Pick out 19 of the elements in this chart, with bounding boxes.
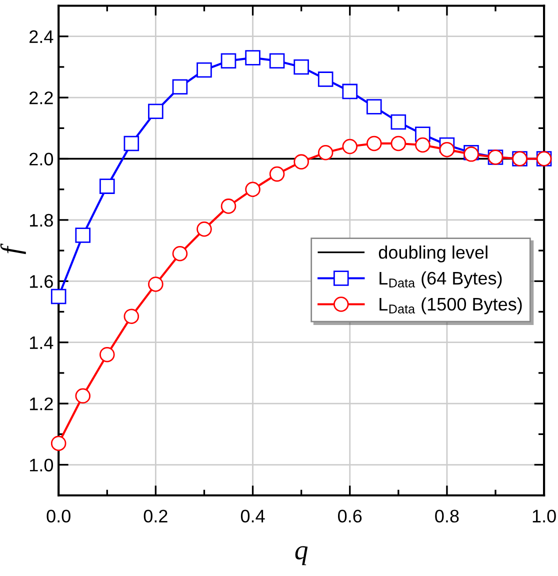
x-tick-label: 0.4 <box>240 510 265 523</box>
y-tick-label: 2.4 <box>30 30 54 43</box>
legend-label: L$_{Data}$ (1500 Bytes) <box>380 297 522 314</box>
legend-label: doubling level <box>378 246 488 262</box>
x-tick-label: 0.2 <box>144 510 168 523</box>
x-tick-label: 0.8 <box>435 510 459 523</box>
x-tick-label: 0.6 <box>338 510 362 523</box>
y-tick-label: 1.4 <box>30 336 54 349</box>
y-tick-label: 1.2 <box>30 397 53 410</box>
y-tick-label: 2.0 <box>30 152 54 166</box>
x-axis-title: q <box>295 546 308 566</box>
y-tick-label: 1.8 <box>30 214 53 227</box>
y-tick-label: 1.6 <box>30 275 53 288</box>
y-tick-label: 1.0 <box>30 458 54 472</box>
y-tick-label: 2.2 <box>30 91 53 104</box>
x-tick-label: 0.0 <box>46 510 70 523</box>
x-tick-label: 1.0 <box>532 510 556 523</box>
legend-label: L$_{Data}$ (64 Bytes) <box>380 271 502 288</box>
y-axis-title: f <box>0 244 26 254</box>
